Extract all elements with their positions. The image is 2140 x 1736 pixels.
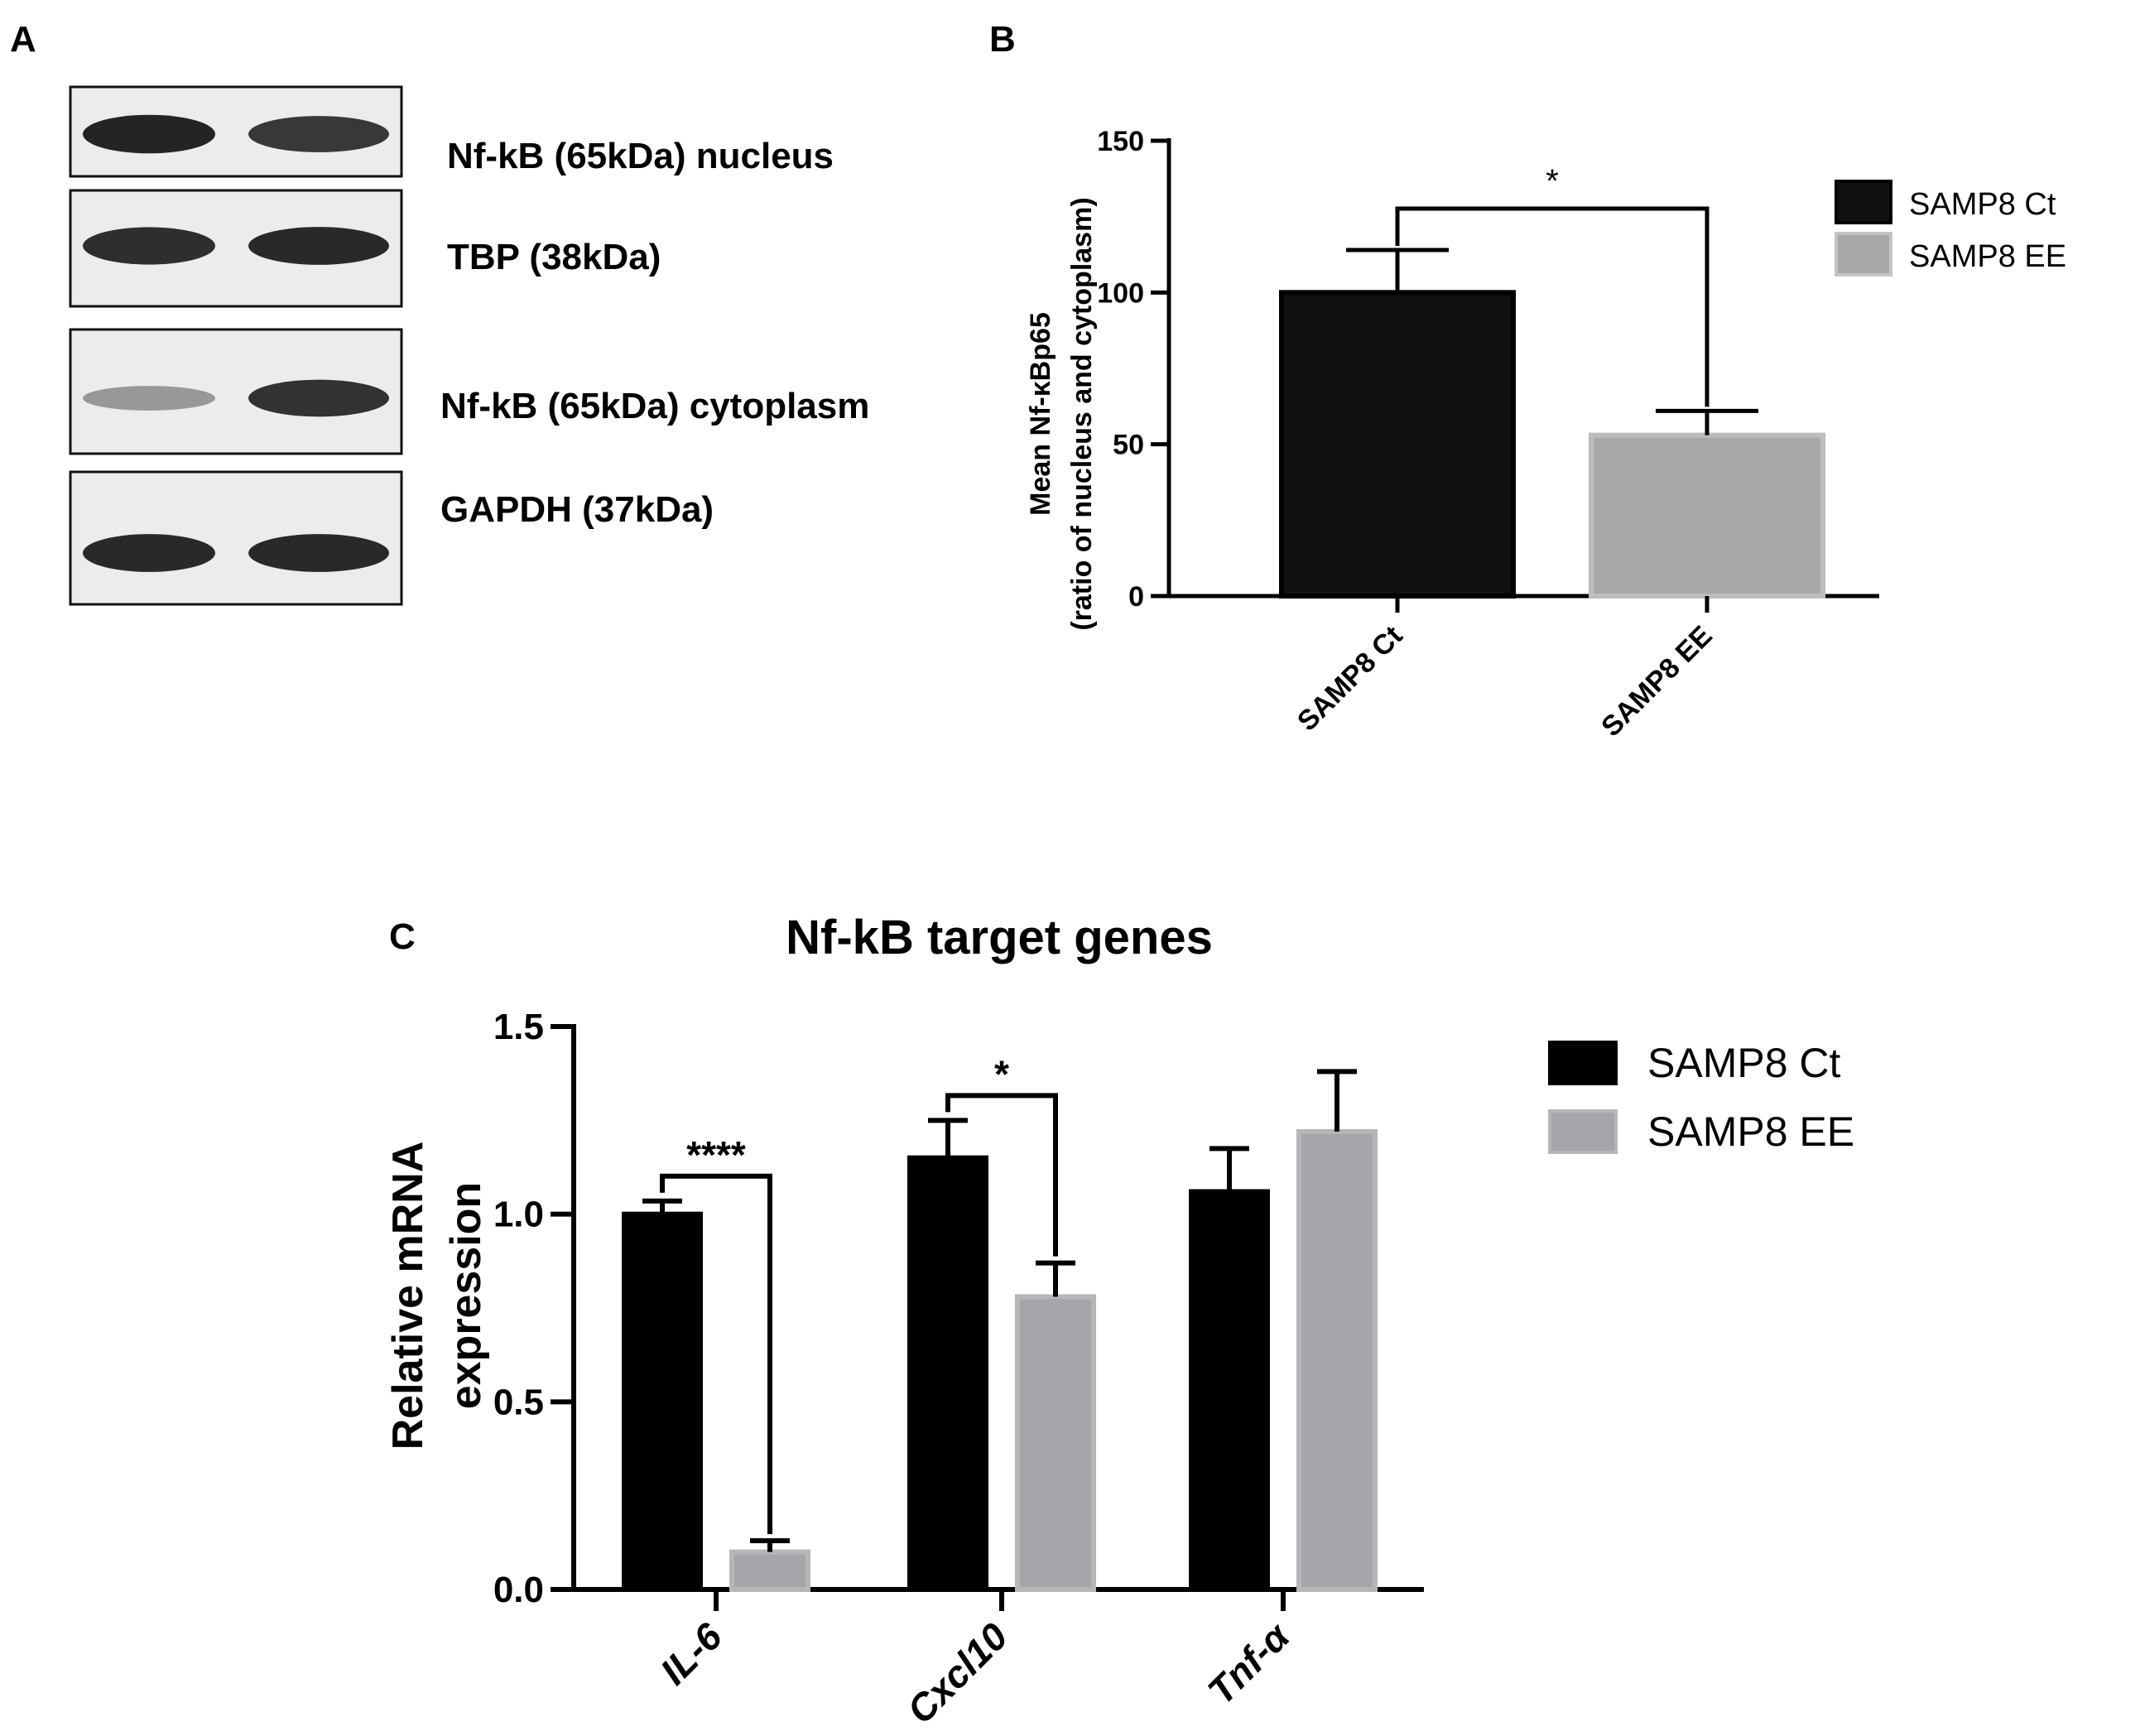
chart-c-legend-label: SAMP8 EE [1647,1108,1854,1155]
blot-band [248,534,389,572]
chart-b-significance-bracket [1395,206,1710,407]
chart-b-legend-label: SAMP8 EE [1909,239,2066,274]
chart-c-ylabel-line1: Relative mRNA [384,1142,432,1450]
chart-c-legend-swatch [1548,1109,1618,1154]
blot-band [248,116,389,152]
chart-b-xtick-label: SAMP8 EE [1595,620,1718,743]
chart-c-xtick-label: IL-6 [652,1614,730,1693]
blot-band [83,534,215,572]
chart-b-legend-swatch [1835,180,1892,224]
chart-b-ylabel-line1: Mean Nf-κBp65 [1025,312,1056,516]
chart-c-xtick-label: Tnf-α [1200,1613,1299,1713]
chart-c-ytick-label: 0.0 [493,1570,544,1610]
western-blot-panel: Nf-kB (65kDa) nucleus TBP (38kDa) Nf-kB (6… [69,85,869,606]
chart-c-legend-swatch [1548,1041,1618,1085]
chart-c-legend-label: SAMP8 Ct [1647,1040,1841,1086]
blot-band [83,114,215,154]
chart-c-ytick-label: 1.0 [493,1195,544,1235]
chart-c-bar [1296,1128,1378,1592]
chart-b-significance-star: * [1546,163,1559,200]
chart-c: Relative mRNA expression 0.0 0.5 1.0 1.5 IL-… [384,1007,1854,1732]
chart-c-significance-stars: **** [686,1133,746,1176]
chart-b-ytick-label: 150 [1097,126,1144,157]
blot-band [248,227,389,265]
chart-c-ylabel-line2: expression [442,1182,490,1410]
chart-c-significance-bracket [945,1093,1058,1257]
chart-c-bar [907,1155,988,1592]
chart-c-xtick-label: Cxcl10 [898,1614,1016,1732]
chart-b-legend-label: SAMP8 Ct [1909,187,2056,222]
blot-label: TBP (38kDa) [447,237,661,277]
chart-b-ytick-label: 100 [1097,277,1144,309]
chart-b: Mean Nf-κBp65 (ratio of nucleus and cyto… [1025,126,2066,743]
chart-c-ytick-label: 0.5 [493,1382,544,1422]
chart-c-bar [1189,1189,1270,1592]
blot-label: Nf-kB (65kDa) cytoplasm [440,386,869,426]
blot-label: Nf-kB (65kDa) nucleus [447,136,834,176]
chart-c-title: Nf-kB target genes [786,911,1213,964]
panel-a-label: A [10,19,36,60]
chart-b-ytick-label: 0 [1128,581,1144,613]
blot-band [83,227,215,265]
chart-c-ytick-label: 1.5 [493,1007,544,1047]
panel-b-label: B [989,19,1016,60]
panel-c-label: C [389,916,416,957]
blot-band [83,386,215,411]
chart-b-bar [1279,290,1516,599]
chart-c-bar [1015,1294,1096,1593]
chart-c-bar [729,1549,810,1592]
chart-c-significance-stars: * [994,1052,1009,1095]
chart-b-ylabel-line2: (ratio of nucleus and cytoplasm) [1066,197,1098,630]
blot-band [248,379,389,417]
blot-label: GAPDH (37kDa) [440,489,714,530]
chart-b-xtick-label: SAMP8 Ct [1291,620,1409,738]
chart-b-ytick-label: 50 [1113,430,1144,461]
chart-b-legend-swatch [1835,232,1892,277]
chart-c-bar [622,1211,703,1592]
chart-c-significance-bracket [660,1173,772,1535]
chart-b-bar [1589,432,1825,599]
